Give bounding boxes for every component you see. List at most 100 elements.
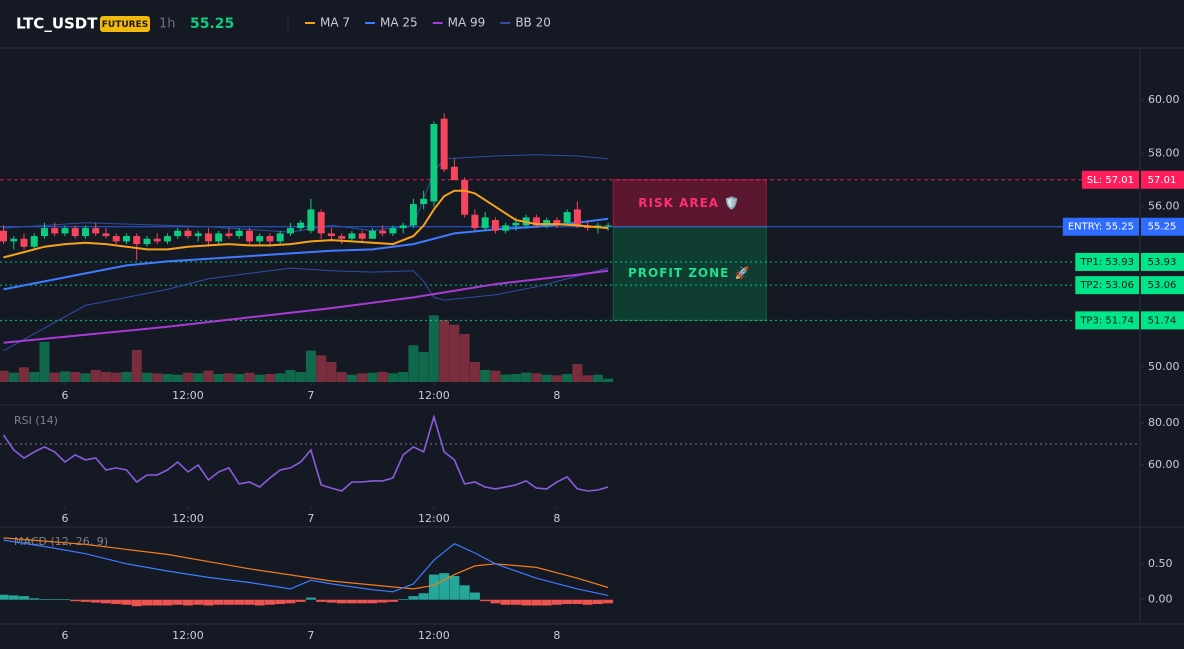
volume-bar — [387, 373, 398, 382]
level-label: TP3: 51.74 — [1079, 315, 1134, 326]
candle-body — [0, 230, 7, 242]
legend: MA 7 MA 25 MA 99 BB 20 — [305, 16, 551, 30]
zone-label: RISK AREA 🛡️ — [638, 196, 740, 210]
macd-histogram — [234, 599, 245, 605]
macd-histogram — [398, 599, 409, 600]
volume-bar — [336, 372, 347, 382]
macd-histogram — [223, 599, 234, 605]
volume-bar — [316, 355, 327, 382]
volume-bar — [541, 374, 552, 382]
macd-histogram — [162, 599, 173, 606]
macd-histogram — [111, 599, 122, 605]
macd-histogram — [172, 599, 183, 605]
macd-histogram — [357, 599, 368, 604]
candle-body — [450, 166, 458, 181]
x-tick-label: 12:00 — [418, 512, 450, 525]
volume-bar — [480, 370, 491, 382]
candle-body — [133, 236, 141, 245]
volume-bar — [408, 345, 419, 382]
macd-histogram — [387, 599, 398, 602]
interval[interactable]: 1h — [159, 17, 176, 32]
candle-body — [348, 233, 356, 239]
volume-bar — [90, 370, 101, 382]
candle-body — [327, 233, 335, 237]
macd-line — [3, 539, 609, 596]
macd-histogram — [377, 599, 388, 603]
volume-bar — [562, 374, 573, 382]
y-tick-label: 56.00 — [1148, 200, 1180, 213]
macd-histogram — [305, 597, 316, 600]
y-tick-label: 58.00 — [1148, 146, 1180, 159]
macd-histogram — [541, 599, 552, 606]
candle-body — [10, 238, 18, 242]
macd-histogram — [346, 599, 357, 604]
macd-histogram — [469, 592, 480, 600]
volume-bar — [49, 372, 60, 382]
volume-bar — [39, 342, 50, 382]
candle-body — [604, 225, 612, 227]
candle-body — [358, 233, 366, 239]
macd-histogram — [152, 599, 163, 606]
volume-bar — [172, 374, 183, 382]
volume-bar — [152, 373, 163, 382]
macd-histogram — [521, 599, 532, 606]
y-tick-label: 0.50 — [1148, 557, 1173, 570]
volume-bar — [418, 352, 429, 382]
candle-body — [461, 180, 469, 215]
macd-histogram — [29, 598, 40, 600]
candle-body — [204, 233, 212, 242]
volume-bar — [223, 373, 234, 382]
y-tick-label: 0.00 — [1148, 593, 1173, 606]
macd-histogram — [39, 599, 50, 600]
candle-body — [61, 228, 69, 234]
symbol[interactable]: LTC_USDT — [16, 15, 98, 33]
macd-histogram — [59, 599, 70, 600]
candle-body — [409, 204, 417, 226]
candle-body — [122, 236, 130, 242]
x-tick-label: 8 — [553, 629, 560, 642]
macd-histogram — [500, 599, 511, 605]
volume-bar — [193, 373, 204, 382]
volume-bar — [592, 374, 603, 382]
candle-body — [184, 230, 192, 237]
volume-bar — [500, 374, 511, 382]
volume-bar — [182, 372, 193, 382]
candle-body — [194, 233, 202, 237]
candle-body — [102, 233, 110, 237]
volume-bar — [469, 362, 480, 382]
candle-body — [174, 230, 182, 237]
macd-histogram — [285, 599, 296, 604]
macd-histogram — [203, 599, 214, 606]
volume-bar — [572, 364, 583, 382]
volume-bar — [398, 372, 409, 382]
x-tick-label: 6 — [61, 512, 68, 525]
candle-body — [245, 230, 253, 242]
macd-histogram — [326, 599, 337, 603]
candle-body — [225, 233, 233, 237]
macd-histogram — [562, 599, 573, 605]
candle-body — [153, 238, 161, 242]
volume-bar — [80, 373, 91, 382]
macd-histogram — [0, 594, 9, 600]
candle-body — [112, 236, 120, 242]
candle-body — [420, 198, 428, 205]
x-tick-label: 8 — [553, 389, 560, 402]
volume-bar — [121, 372, 132, 382]
x-tick-label: 7 — [307, 629, 314, 642]
level-label: ENTRY: 55.25 — [1068, 222, 1134, 233]
level-label-bg — [1075, 252, 1139, 271]
macd-histogram — [459, 585, 470, 600]
macd-histogram — [439, 573, 450, 600]
volume-bar — [510, 374, 521, 382]
badge: FUTURES — [102, 20, 148, 30]
candle-body — [266, 236, 274, 242]
candle-body — [143, 238, 151, 245]
candle-body — [235, 230, 243, 237]
macd-histogram — [480, 599, 491, 602]
candle-body — [163, 236, 171, 242]
x-tick-label: 6 — [61, 629, 68, 642]
macd-histogram — [367, 599, 378, 604]
candle-body — [573, 209, 581, 226]
price-tag: 55.25 — [1148, 222, 1177, 233]
